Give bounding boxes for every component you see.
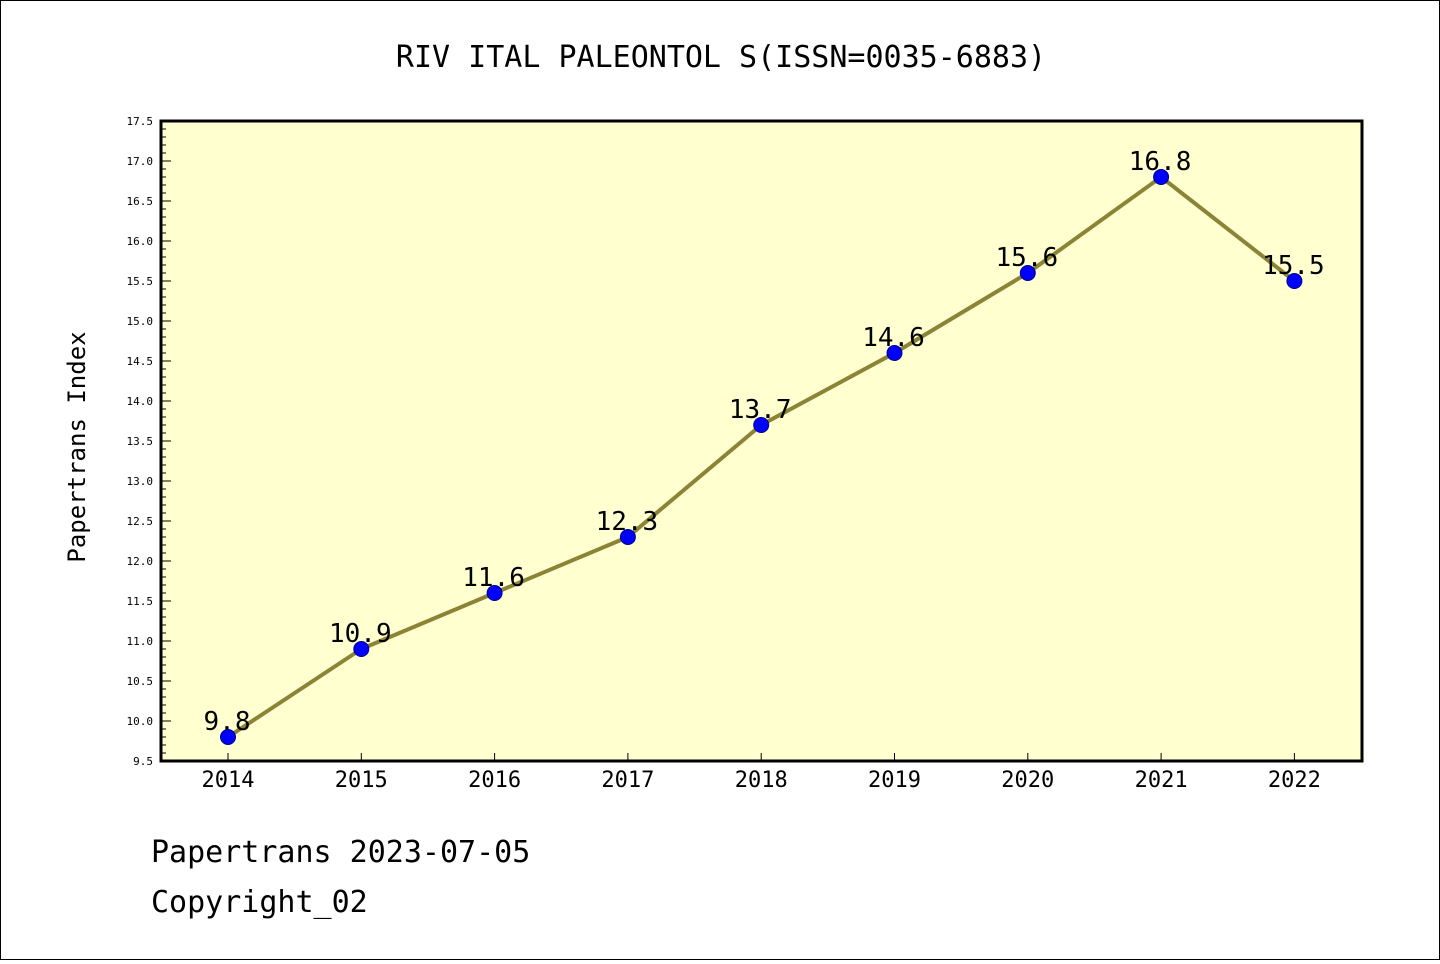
y-axis: 9.5 10.0 10.5 11.0 11.5 12.0 12.5 13.0 13.5 14.0 1… xyxy=(127,115,171,768)
data-point xyxy=(886,345,903,361)
y-tick-label: 11.0 xyxy=(127,635,154,648)
data-point xyxy=(1019,265,1036,281)
y-tick-label: 12.0 xyxy=(127,555,154,568)
y-tick-label: 9.5 xyxy=(133,755,153,768)
y-tick-label: 17.5 xyxy=(127,115,154,128)
x-tick-label: 2016 xyxy=(468,768,521,793)
y-tick-label: 15.5 xyxy=(127,275,154,288)
x-tick-label: 2021 xyxy=(1135,768,1188,793)
y-tick-label: 14.5 xyxy=(127,355,154,368)
data-point xyxy=(619,529,636,545)
x-tick-label: 2014 xyxy=(202,768,255,793)
x-tick-label: 2018 xyxy=(735,768,788,793)
y-tick-label: 13.0 xyxy=(127,475,154,488)
data-point xyxy=(220,729,236,745)
data-point xyxy=(486,585,503,601)
y-tick-label: 16.5 xyxy=(127,195,154,208)
y-tick-label: 10.0 xyxy=(127,715,154,728)
y-tick-label: 13.5 xyxy=(127,435,154,448)
footer-source-date: Papertrans 2023-07-05 xyxy=(151,835,531,870)
y-tick-label: 15.0 xyxy=(127,315,154,328)
y-axis-label: Papertrans Index xyxy=(63,331,91,562)
x-tick-label: 2017 xyxy=(601,768,654,793)
y-tick-label: 12.5 xyxy=(127,515,154,528)
x-axis: 2014 2015 2016 2017 2018 2019 2020 2021 2022 xyxy=(202,753,1321,793)
x-tick-label: 2020 xyxy=(1001,768,1054,793)
y-tick-label: 11.5 xyxy=(127,595,154,608)
plot-area xyxy=(159,119,1364,763)
chart-title: RIV ITAL PALEONTOL S(ISSN=0035-6883) xyxy=(396,40,1046,75)
y-tick-label: 16.0 xyxy=(127,235,154,248)
data-point xyxy=(1153,169,1170,185)
data-point xyxy=(753,417,770,433)
data-point xyxy=(353,641,370,657)
x-tick-label: 2015 xyxy=(335,768,388,793)
footer-copyright: Copyright_02 xyxy=(151,885,368,920)
x-tick-label: 2022 xyxy=(1268,768,1321,793)
series-layer: 9.810.911.612.313.714.615.616.815.5 xyxy=(204,147,1325,745)
y-tick-label: 10.5 xyxy=(127,675,154,688)
y-tick-label: 14.0 xyxy=(127,395,154,408)
x-tick-label: 2019 xyxy=(868,768,921,793)
y-tick-label: 17.0 xyxy=(127,155,154,168)
data-point xyxy=(1286,273,1303,289)
